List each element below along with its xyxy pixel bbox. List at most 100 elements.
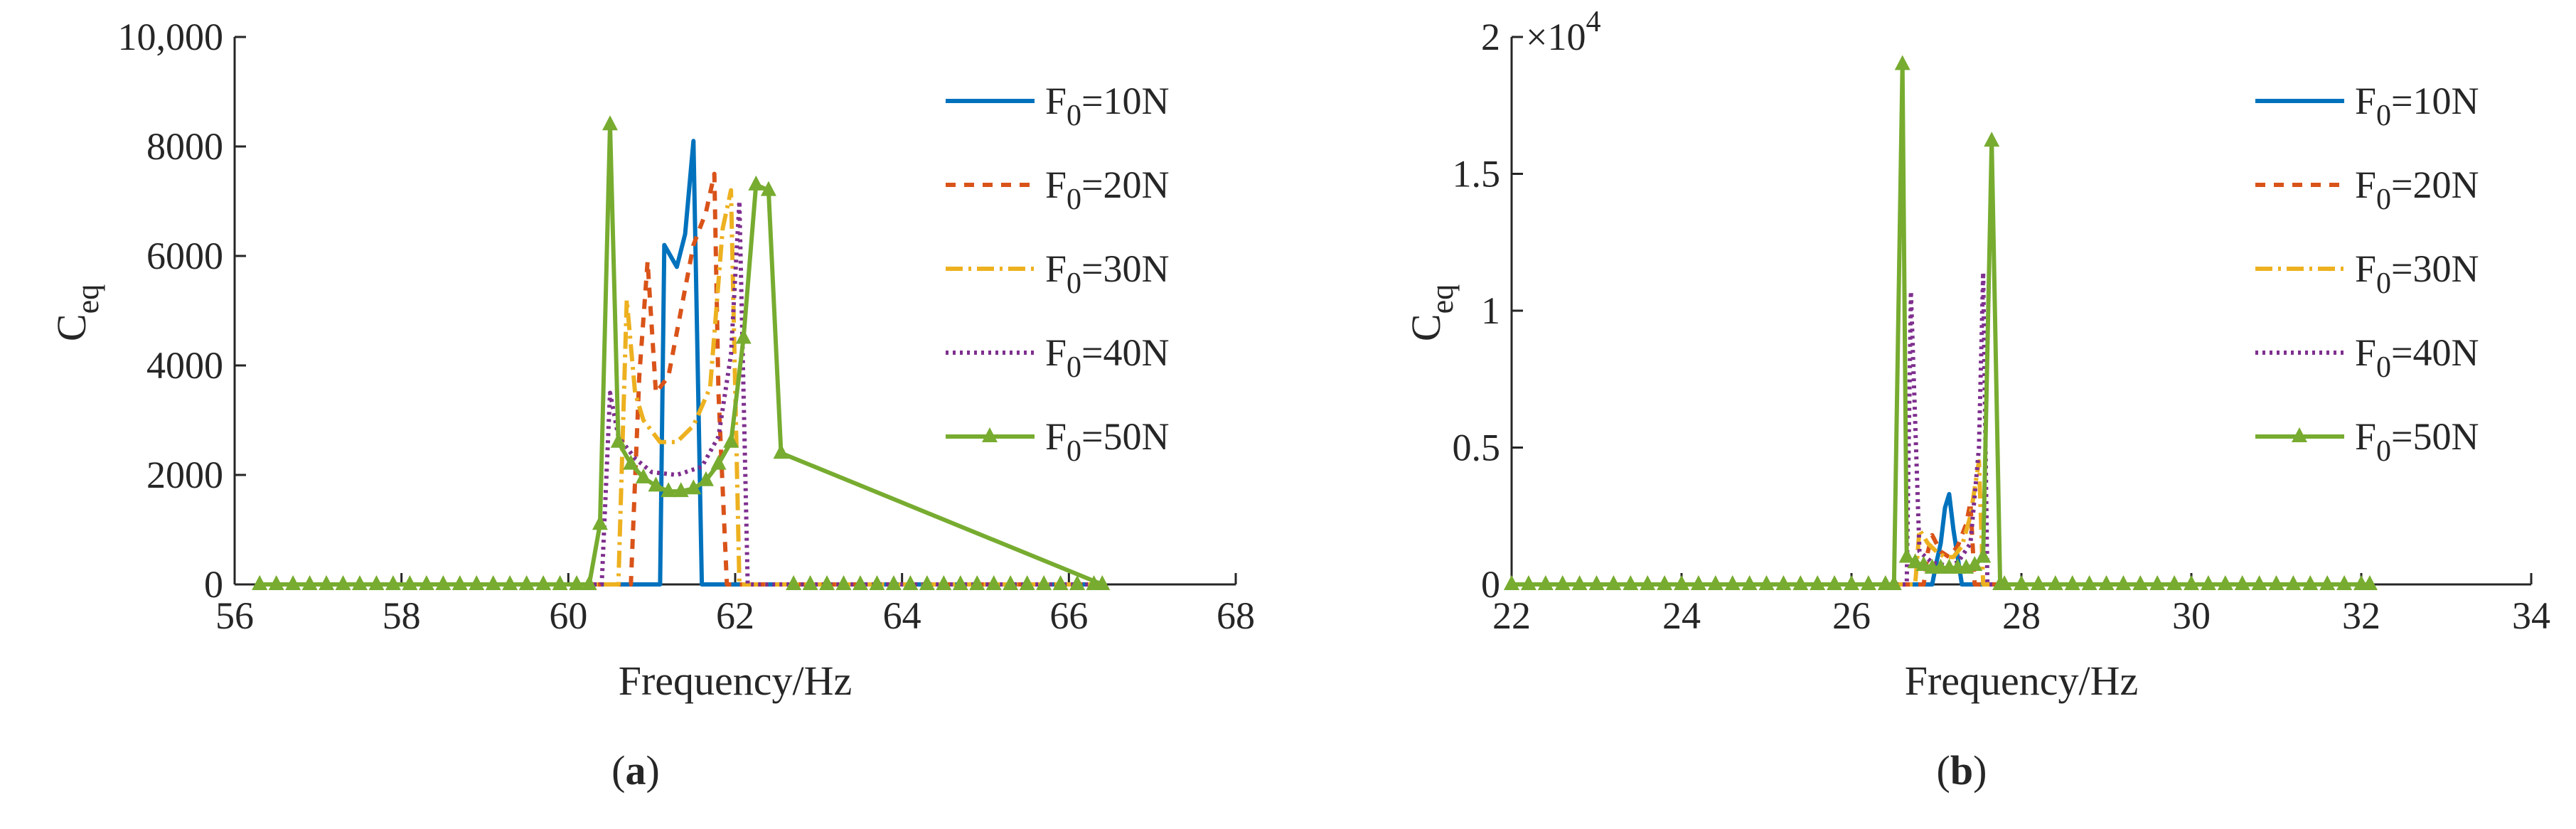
data-point-marker bbox=[2149, 575, 2166, 590]
data-point-marker bbox=[1052, 575, 1069, 590]
legend-label-subscript: 0 bbox=[1067, 100, 1081, 132]
series-line bbox=[260, 188, 1103, 587]
data-point-marker bbox=[2081, 575, 2097, 590]
data-point-marker bbox=[685, 479, 702, 495]
data-point-marker bbox=[698, 471, 714, 486]
data-point-marker bbox=[1810, 575, 1826, 590]
legend-label-main: F bbox=[1045, 247, 1067, 290]
legend-label-rest: =20N bbox=[2391, 164, 2479, 206]
data-point-marker bbox=[2285, 575, 2302, 590]
legend-label-rest: =40N bbox=[1081, 331, 1169, 374]
series-line bbox=[1512, 62, 2370, 587]
data-point-marker bbox=[735, 328, 752, 344]
data-point-marker bbox=[819, 575, 835, 590]
legend-label-rest: =20N bbox=[1081, 164, 1169, 206]
data-point-marker bbox=[2319, 575, 2336, 590]
y-axis-label-main: C bbox=[1403, 314, 1449, 341]
y-tick-label: 0 bbox=[1481, 563, 1500, 606]
data-point-marker bbox=[1860, 575, 1876, 590]
data-point-marker bbox=[592, 515, 608, 530]
data-point-marker bbox=[2234, 575, 2250, 590]
series-line bbox=[1512, 270, 2370, 587]
data-point-marker bbox=[451, 575, 468, 590]
data-point-marker bbox=[1588, 575, 1605, 590]
data-point-marker bbox=[319, 575, 335, 590]
data-point-marker bbox=[535, 575, 552, 590]
data-point-marker bbox=[919, 575, 935, 590]
x-tick-label: 22 bbox=[1492, 594, 1531, 637]
data-point-marker bbox=[402, 575, 418, 590]
legend-label-subscript: 0 bbox=[2376, 100, 2391, 132]
data-point-marker bbox=[569, 575, 585, 590]
data-point-marker bbox=[352, 575, 368, 590]
data-point-marker bbox=[469, 575, 485, 590]
data-point-marker bbox=[1674, 575, 1689, 590]
x-tick-label: 34 bbox=[2512, 594, 2550, 637]
data-point-marker bbox=[385, 575, 401, 590]
legend-label: F0=30N bbox=[2355, 247, 2479, 300]
exponent-power: 4 bbox=[1586, 6, 1600, 38]
x-tick-label: 32 bbox=[2342, 594, 2380, 637]
legend-label: F0=50N bbox=[2355, 415, 2479, 468]
series-1 bbox=[260, 139, 1103, 587]
x-tick-label: 24 bbox=[1662, 594, 1701, 637]
legend-label-rest: =10N bbox=[2391, 80, 2479, 122]
x-tick-label: 58 bbox=[383, 594, 421, 637]
legend-label-main: F bbox=[1045, 164, 1067, 206]
data-point-marker bbox=[723, 432, 739, 448]
x-tick-label: 66 bbox=[1049, 594, 1088, 637]
data-point-marker bbox=[1992, 575, 2009, 590]
legend-label: F0=40N bbox=[2355, 331, 2479, 384]
data-point-marker bbox=[301, 575, 318, 590]
legend-label-main: F bbox=[2355, 164, 2376, 206]
data-point-marker bbox=[1915, 556, 1932, 572]
data-point-marker bbox=[902, 575, 919, 590]
data-point-marker bbox=[268, 575, 284, 590]
y-tick-label: 6000 bbox=[146, 235, 223, 277]
data-point-marker bbox=[853, 575, 868, 590]
data-point-marker bbox=[635, 468, 651, 483]
data-point-marker bbox=[1707, 575, 1723, 590]
data-point-marker bbox=[2030, 575, 2046, 590]
series-2 bbox=[260, 171, 1103, 587]
data-point-marker bbox=[2200, 575, 2216, 590]
data-point-marker bbox=[435, 575, 451, 590]
data-point-marker bbox=[2166, 575, 2183, 590]
y-tick-label: 2000 bbox=[146, 454, 223, 496]
legend-marker bbox=[982, 427, 998, 442]
data-point-marker bbox=[2047, 575, 2063, 590]
data-point-marker bbox=[1984, 132, 2000, 147]
data-point-marker bbox=[418, 575, 434, 590]
legend-label-main: F bbox=[1045, 80, 1067, 122]
data-point-marker bbox=[1758, 575, 1775, 590]
legend-marker bbox=[2292, 427, 2307, 442]
x-tick-label: 28 bbox=[2002, 594, 2041, 637]
y-axis-label: Ceq bbox=[1403, 284, 1460, 341]
legend-label: F0=30N bbox=[1045, 247, 1170, 300]
data-point-marker bbox=[518, 575, 535, 590]
y-tick-label: 1.5 bbox=[1453, 153, 1501, 196]
series-4 bbox=[260, 199, 1103, 587]
data-point-marker bbox=[285, 575, 301, 590]
panel-caption: (b) bbox=[1937, 747, 1987, 793]
data-point-marker bbox=[1537, 575, 1554, 590]
x-tick-label: 68 bbox=[1217, 594, 1255, 637]
data-point-marker bbox=[1975, 547, 1992, 563]
legend-label: F0=10N bbox=[1045, 80, 1170, 132]
data-point-marker bbox=[773, 444, 789, 459]
data-point-marker bbox=[1844, 575, 1859, 590]
data-point-marker bbox=[1907, 553, 1923, 569]
legend-label-rest: =30N bbox=[2391, 247, 2479, 290]
legend-label-subscript: 0 bbox=[1067, 435, 1081, 468]
data-point-marker bbox=[1623, 575, 1639, 590]
caption-open-paren: ( bbox=[611, 747, 625, 793]
data-point-marker bbox=[1019, 575, 1035, 590]
caption-letter: b bbox=[1950, 747, 1973, 793]
data-point-marker bbox=[748, 175, 764, 191]
data-point-marker bbox=[1827, 575, 1843, 590]
data-point-marker bbox=[1967, 556, 1983, 572]
y-tick-label: 4000 bbox=[146, 344, 223, 387]
x-tick-label: 56 bbox=[215, 594, 254, 637]
data-point-marker bbox=[2132, 575, 2149, 590]
